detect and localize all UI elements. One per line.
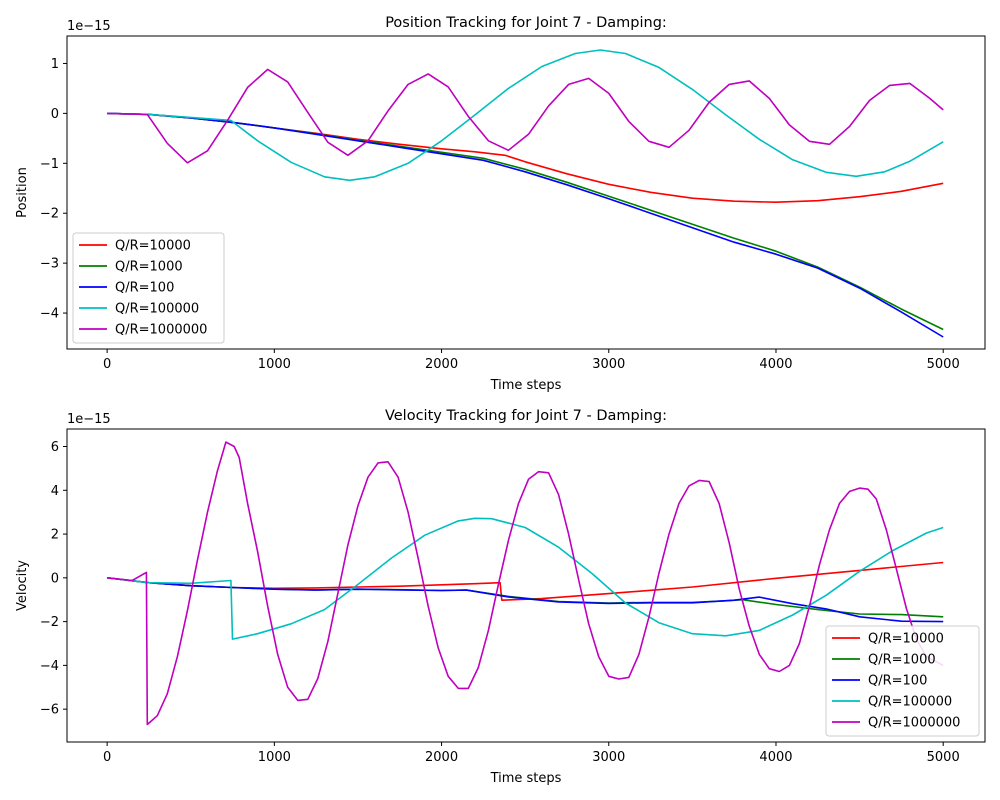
legend: Q/R=10000 Q/R=1000 Q/R=100 Q/R=100000 Q/R=10… <box>825 625 980 737</box>
legend-label: Q/R=1000 <box>868 653 936 668</box>
legend-box <box>825 625 980 737</box>
series-line-q-r-1000000 <box>107 68 944 164</box>
axes-frame <box>66 35 986 350</box>
y-axis-label: Position <box>15 167 30 218</box>
x-tick-label: 2000 <box>425 357 458 372</box>
legend-label: Q/R=100 <box>868 674 927 689</box>
x-tick-label: 1000 <box>258 750 291 765</box>
y-tick-label: 1 <box>51 57 59 72</box>
legend-label: Q/R=1000000 <box>868 716 960 731</box>
legend-box <box>72 232 225 344</box>
series-line-q-r-1000000 <box>107 441 944 726</box>
chart-panel-2: 0 1000 2000 3000 4000 5000 6 4 2 0 −2 −4 −6 1e−15 Velo… <box>15 408 986 786</box>
y-tick-label: −2 <box>40 207 59 222</box>
series-line-q-r-100000 <box>107 49 944 182</box>
y-offset-text: 1e−15 <box>67 412 111 427</box>
legend-label: Q/R=100000 <box>115 302 199 317</box>
x-axis-label: Time steps <box>490 771 562 786</box>
y-tick-label: −1 <box>40 157 59 172</box>
x-tick-label: 3000 <box>592 357 625 372</box>
legend-label: Q/R=1000000 <box>115 323 207 338</box>
legend-label: Q/R=10000 <box>868 632 944 647</box>
legend-label: Q/R=100000 <box>868 695 952 710</box>
x-tick-label: 0 <box>103 750 111 765</box>
y-tick-label: 0 <box>51 107 59 122</box>
y-tick-label: 4 <box>51 484 59 499</box>
legend: Q/R=10000 Q/R=1000 Q/R=100 Q/R=100000 Q/R=10… <box>72 232 225 344</box>
y-offset-text: 1e−15 <box>67 19 111 34</box>
y-tick-label: 2 <box>51 528 59 543</box>
legend-label: Q/R=1000 <box>115 260 183 275</box>
y-tick-label: −4 <box>40 659 59 674</box>
legend-label: Q/R=100 <box>115 281 174 296</box>
y-tick-label: −6 <box>40 703 59 718</box>
y-tick-label: 6 <box>51 440 59 455</box>
series-line-q-r-100 <box>107 112 944 338</box>
x-tick-label: 5000 <box>927 750 960 765</box>
series-line-q-r-1000 <box>107 112 944 331</box>
chart-title: Position Tracking for Joint 7 - Damping: <box>385 15 667 31</box>
chart-panel-1: 0 1000 2000 3000 4000 5000 1 0 −1 −2 −3 −4 1e−15 Posi… <box>15 15 986 393</box>
y-axis-label: Velocity <box>15 560 30 611</box>
series-line-q-r-10000 <box>107 561 944 601</box>
x-tick-label: 4000 <box>759 750 792 765</box>
legend-label: Q/R=10000 <box>115 239 191 254</box>
y-tick-label: −2 <box>40 615 59 630</box>
series-line-q-r-100000 <box>107 517 944 640</box>
axes-frame <box>66 428 986 743</box>
chart-title: Velocity Tracking for Joint 7 - Damping: <box>385 408 667 424</box>
series-line-q-r-10000 <box>107 112 944 203</box>
y-tick-label: 0 <box>51 571 59 586</box>
x-tick-label: 1000 <box>258 357 291 372</box>
x-tick-label: 5000 <box>927 357 960 372</box>
y-tick-label: −4 <box>40 307 59 322</box>
series-group <box>107 49 944 338</box>
x-tick-label: 3000 <box>592 750 625 765</box>
x-tick-label: 2000 <box>425 750 458 765</box>
y-tick-label: −3 <box>40 257 59 272</box>
series-group <box>107 441 944 726</box>
x-axis-label: Time steps <box>490 378 562 393</box>
x-tick-label: 4000 <box>759 357 792 372</box>
x-tick-label: 0 <box>103 357 111 372</box>
